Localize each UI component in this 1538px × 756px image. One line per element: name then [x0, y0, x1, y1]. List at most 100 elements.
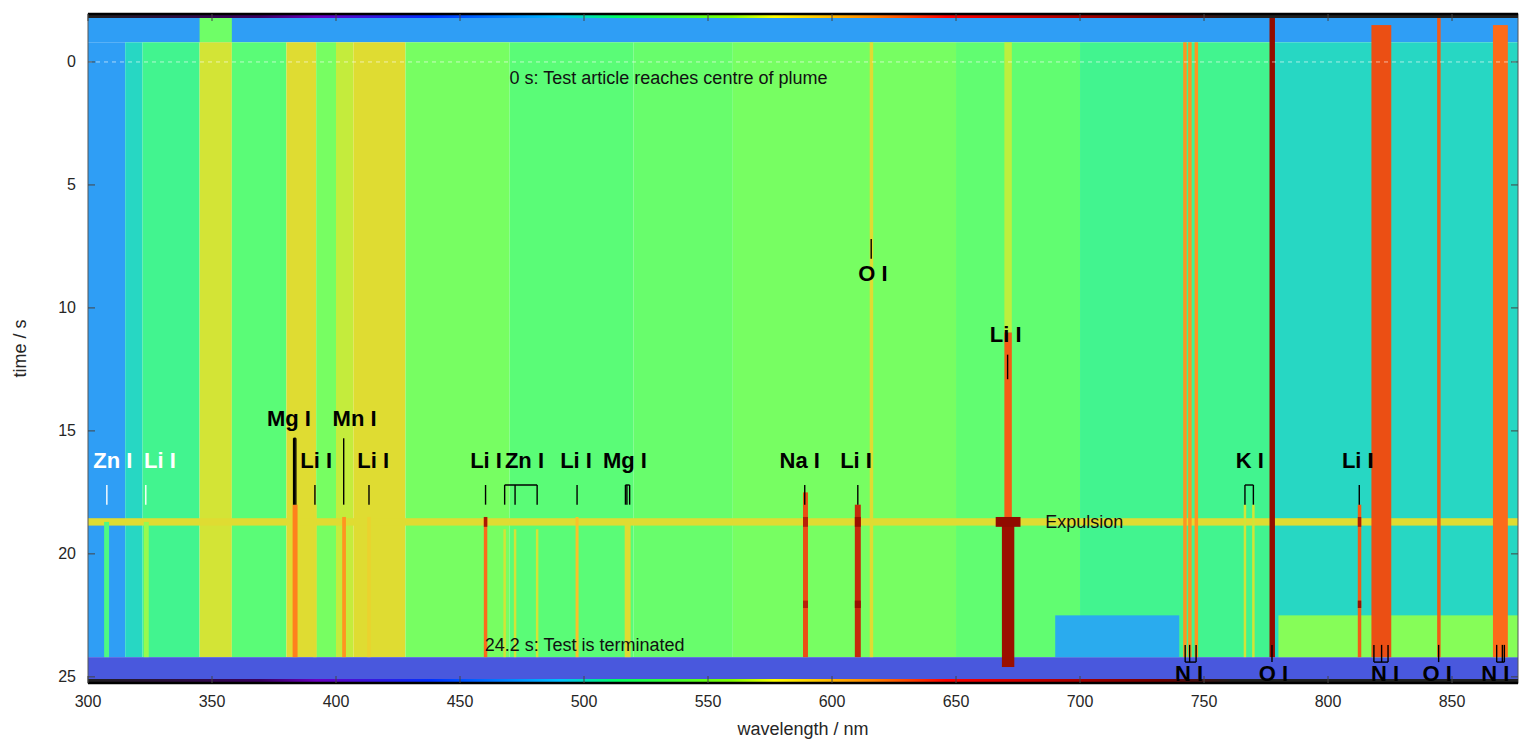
- heat-cell: [1002, 522, 1014, 667]
- heat-cell: [144, 522, 149, 657]
- line-marker: [145, 485, 146, 505]
- heat-cell: [1188, 42, 1191, 657]
- line-marker: [626, 485, 627, 505]
- species-label: Li I: [470, 448, 502, 473]
- y-tick: [88, 553, 95, 554]
- y-axis-title: time / s: [10, 319, 30, 377]
- x-tick: [708, 676, 709, 683]
- line-marker: [1502, 645, 1503, 662]
- annotation-line: [88, 61, 1518, 62]
- x-tick: [88, 14, 89, 21]
- x-tick-label: 300: [75, 693, 102, 710]
- species-label: Mn I: [333, 406, 377, 431]
- line-marker: [314, 485, 315, 505]
- y-tick-label: 0: [67, 53, 76, 70]
- species-label: Li I: [840, 448, 872, 473]
- x-tick: [460, 676, 461, 683]
- x-tick: [584, 14, 585, 21]
- species-label: N I: [1175, 661, 1203, 686]
- y-tick: [88, 676, 95, 677]
- line-marker: [293, 438, 294, 504]
- x-tick: [212, 676, 213, 683]
- species-label: Li I: [300, 448, 332, 473]
- heat-cell: [88, 42, 125, 657]
- line-marker: [1373, 645, 1374, 662]
- heat-cell: [855, 517, 861, 527]
- heat-cell: [1371, 25, 1391, 657]
- y-tick-label: 15: [58, 422, 76, 439]
- line-bracket: [505, 484, 537, 485]
- x-tick-label: 800: [1315, 693, 1342, 710]
- x-tick-label: 700: [1067, 693, 1094, 710]
- heat-cell: [367, 517, 370, 657]
- heat-cell: [803, 492, 808, 657]
- line-marker: [1359, 485, 1360, 505]
- heat-cell: [1244, 505, 1246, 657]
- line-marker: [625, 485, 626, 505]
- x-tick: [584, 676, 585, 683]
- x-tick-label: 650: [943, 693, 970, 710]
- x-tick-label: 400: [323, 693, 350, 710]
- line-marker: [106, 485, 107, 505]
- heat-cell: [733, 42, 956, 657]
- plot-frame: [88, 14, 1518, 683]
- heat-cell: [996, 517, 1021, 527]
- heat-cell: [88, 657, 1518, 683]
- annotations: 0 s: Test article reaches centre of plum…: [485, 68, 1124, 655]
- heat-cell: [956, 42, 1080, 657]
- heat-cell: [104, 522, 109, 657]
- heat-cell: [1358, 505, 1361, 657]
- heat-cell: [125, 42, 142, 657]
- heat-cell: [200, 42, 232, 657]
- heat-cell: [1055, 615, 1179, 657]
- heat-cell: [1493, 25, 1508, 657]
- heat-cell: [1271, 42, 1518, 657]
- species-label: Zn I: [93, 448, 132, 473]
- x-tick: [1204, 676, 1205, 683]
- x-tick: [832, 14, 833, 21]
- heat-cell: [855, 601, 861, 608]
- heat-cell: [336, 42, 353, 657]
- species-label: Li I: [357, 448, 389, 473]
- species-label: Mg I: [603, 448, 647, 473]
- y-tick: [1511, 307, 1518, 308]
- x-tick: [956, 676, 957, 683]
- species-label: O I: [1422, 661, 1451, 686]
- y-tick-label: 25: [58, 668, 76, 685]
- species-label: O I: [1259, 661, 1288, 686]
- x-tick: [708, 14, 709, 21]
- line-marker: [1504, 645, 1505, 662]
- heat-cell: [316, 42, 336, 657]
- y-tick: [1511, 184, 1518, 185]
- x-tick-label: 350: [199, 693, 226, 710]
- y-tick: [88, 61, 95, 62]
- line-marker: [536, 485, 537, 505]
- species-label: Mg I: [267, 406, 311, 431]
- x-tick: [832, 676, 833, 683]
- heat-cell: [1080, 42, 1271, 657]
- heat-cell: [293, 505, 298, 657]
- heat-cell: [1358, 601, 1361, 608]
- annotation: 24.2 s: Test is terminated: [485, 635, 685, 655]
- line-marker: [1184, 645, 1185, 662]
- spectrum-strip: [88, 679, 1518, 683]
- heat-cell: [200, 14, 232, 42]
- line-marker: [857, 485, 858, 505]
- line-marker: [1007, 355, 1008, 380]
- heat-cell: [1183, 42, 1186, 657]
- heat-cell: [1358, 517, 1361, 527]
- heat-cell: [313, 505, 316, 657]
- line-marker: [1253, 485, 1254, 505]
- line-marker: [804, 485, 805, 505]
- heat-cell: [484, 517, 487, 527]
- line-marker: [368, 485, 369, 505]
- annotation: Expulsion: [1045, 512, 1123, 532]
- species-label: N I: [1481, 661, 1509, 686]
- heat-cell: [1269, 14, 1274, 657]
- heat-cell: [342, 517, 346, 657]
- line-marker: [1438, 645, 1439, 662]
- line-marker: [1381, 645, 1382, 662]
- heat-cell: [803, 601, 808, 608]
- line-bracket: [294, 438, 296, 439]
- heat-cell: [1004, 42, 1011, 332]
